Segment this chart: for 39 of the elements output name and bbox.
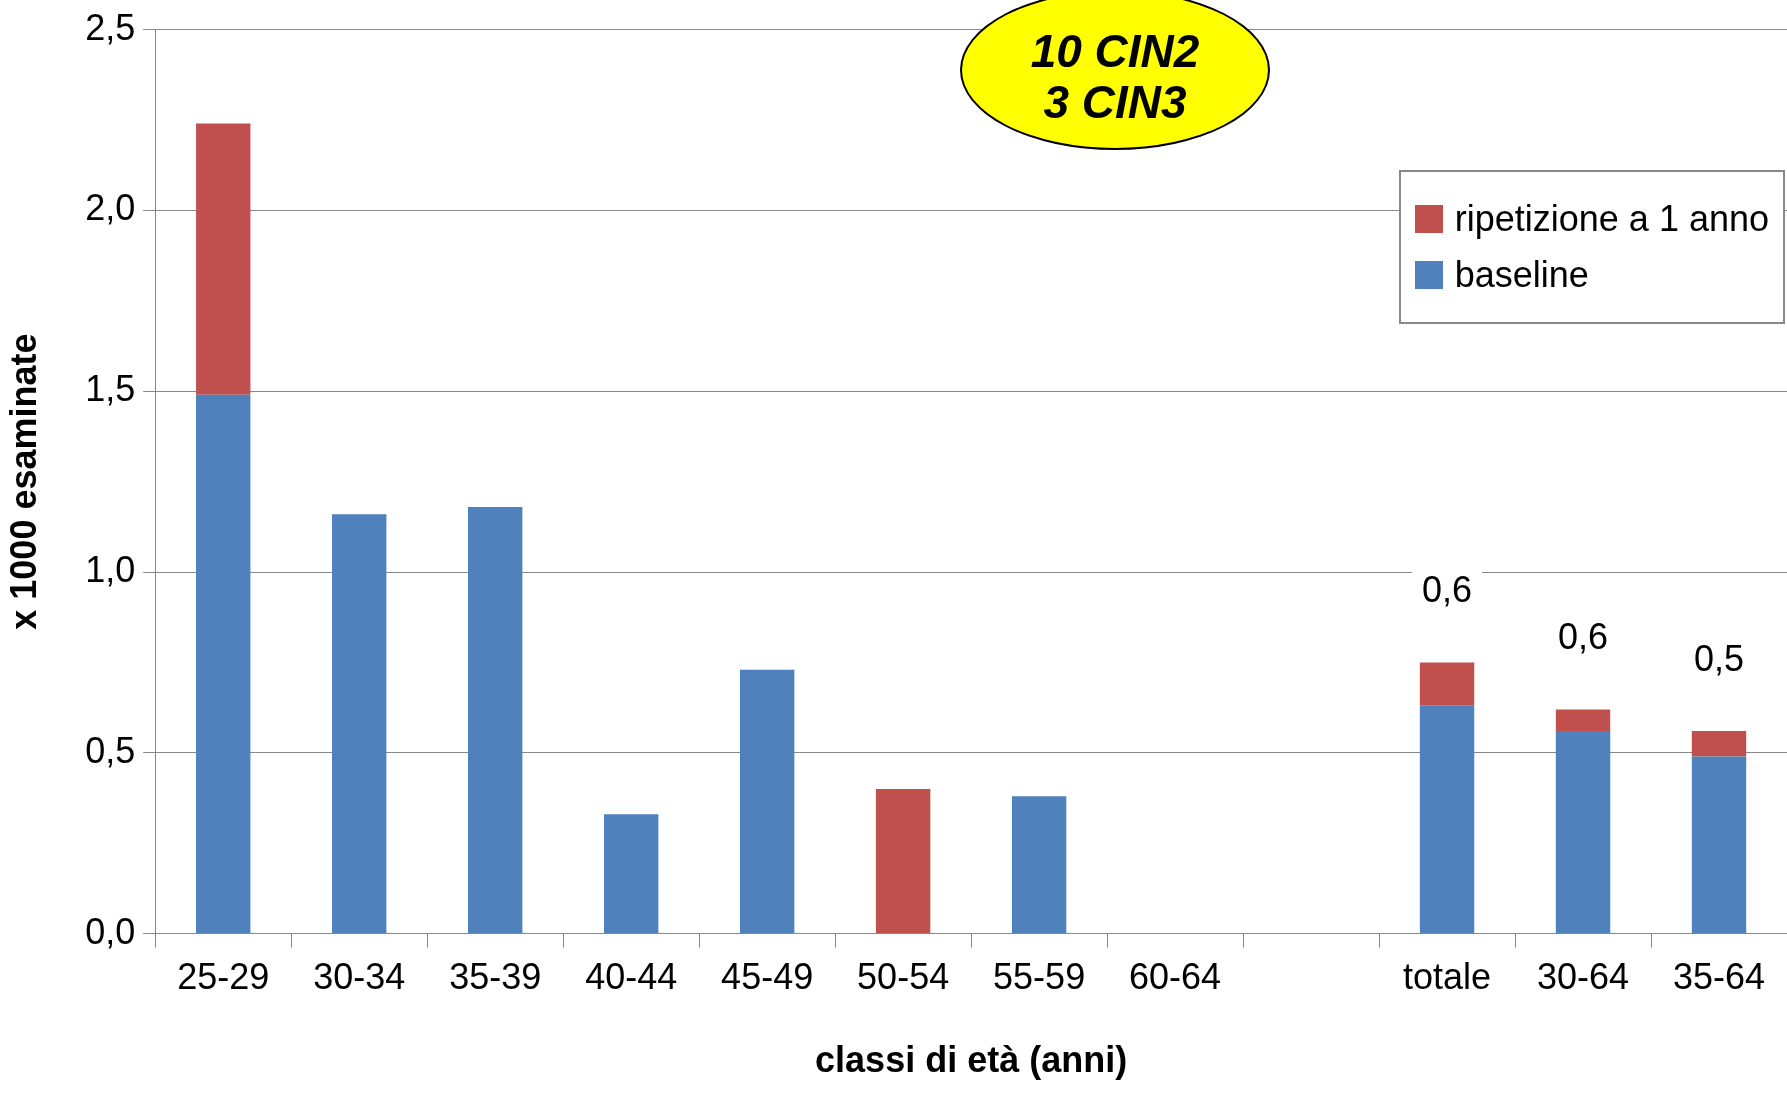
bar [332,514,387,934]
y-tick-label: 1,0 [85,548,136,590]
bar [603,814,659,934]
bar [196,123,251,395]
x-tick-label: 35-39 [449,956,542,998]
legend-label: ripetizione a 1 anno [1454,198,1769,240]
x-tick-label: 55-59 [993,956,1086,998]
y-tick-label: 2,0 [85,187,136,229]
y-axis-title: x 1000 esaminate [2,333,44,630]
bar [1691,731,1747,757]
x-tick-label: 45-49 [721,956,814,998]
y-tick-label: 0,5 [85,729,136,771]
total-label: 0,6 [1558,616,1609,658]
bar [875,788,931,934]
y-tick-label: 0,0 [85,910,136,952]
x-tick-label: 50-54 [857,956,950,998]
x-tick-label: 60-64 [1129,956,1222,998]
legend-label: baseline [1454,254,1589,296]
x-tick-label: 40-44 [585,956,678,998]
x-tick-label: 30-64 [1536,956,1630,998]
y-tick-label: 1,5 [85,368,136,410]
bar [1419,662,1475,706]
x-tick-label: 25-29 [177,956,270,998]
total-label: 0,6 [1422,569,1473,611]
x-tick-label: 30-34 [313,956,406,998]
x-tick-label: 35-64 [1672,956,1766,998]
bar [1011,796,1067,934]
bar [1555,709,1611,732]
bar [1419,705,1475,934]
annotation: 10 CIN2 3 CIN3 [960,0,1270,150]
bar [1691,756,1747,934]
total-label: 0,5 [1693,638,1745,680]
y-tick-label: 2,5 [85,6,136,48]
x-tick-label: totale [1403,956,1492,998]
bar [196,394,251,934]
bar [1555,731,1611,934]
bar [468,506,523,934]
x-axis-title: classi di età (anni) [815,1039,1128,1081]
bar [739,669,795,934]
